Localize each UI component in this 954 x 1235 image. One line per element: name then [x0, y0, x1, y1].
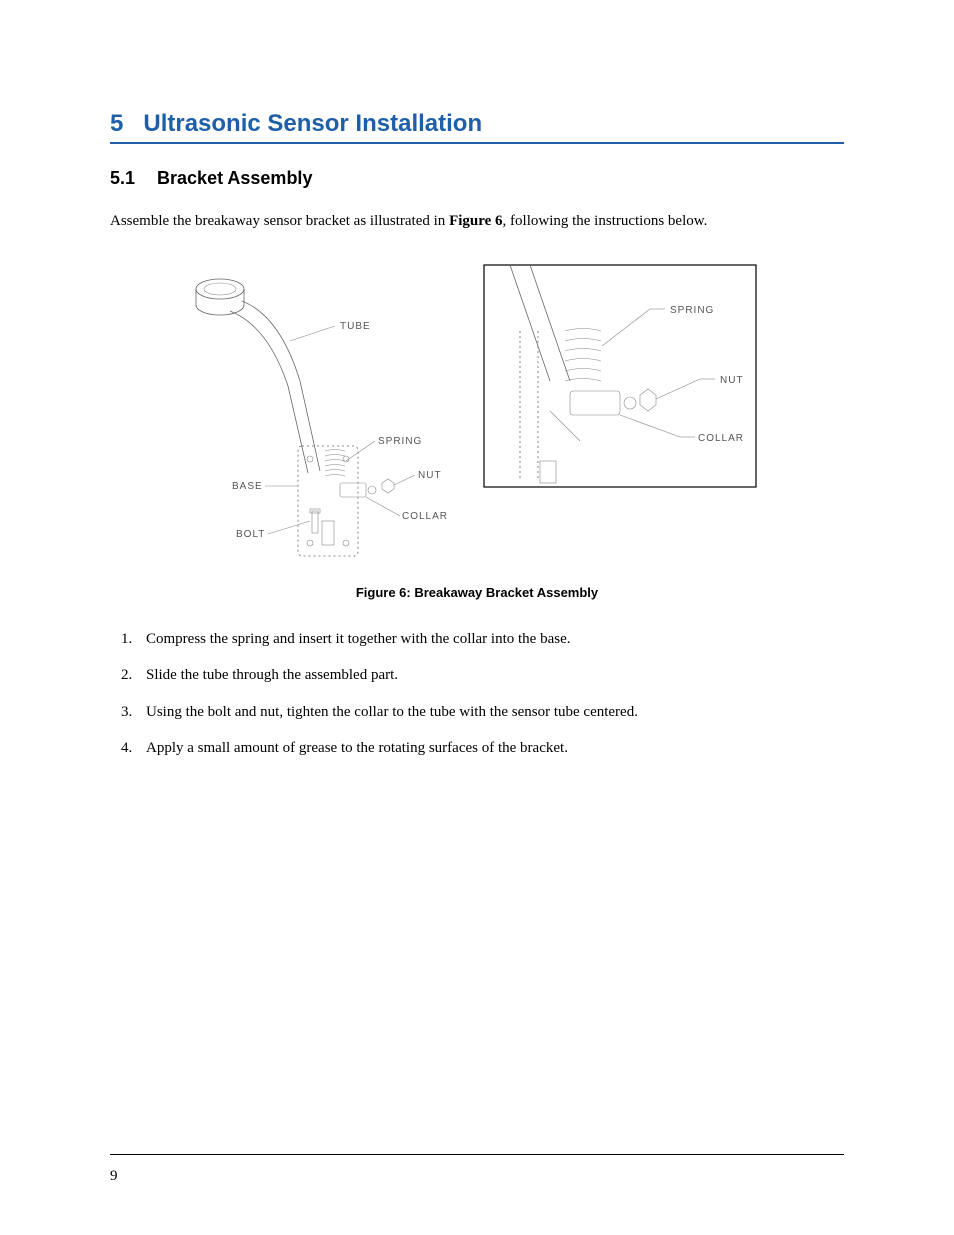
list-item: Compress the spring and insert it togeth… [136, 628, 844, 651]
label-tube: TUBE [340, 321, 371, 332]
intro-lead: Assemble the breakaway sensor bracket as… [110, 213, 449, 229]
list-item: Using the bolt and nut, tighten the coll… [136, 701, 844, 724]
footer-rule [110, 1154, 844, 1155]
instruction-list: Compress the spring and insert it togeth… [110, 628, 844, 760]
list-item: Slide the tube through the assembled par… [136, 664, 844, 687]
label-base: BASE [232, 481, 263, 492]
label-spring-r: SPRING [670, 305, 714, 316]
section-title: Ultrasonic Sensor Installation [143, 110, 482, 137]
diagram-left: TUBE BASE BOLT SPRING COLLAR NUT [150, 261, 450, 571]
section-number: 5 [110, 110, 123, 137]
figure-row: TUBE BASE BOLT SPRING COLLAR NUT [110, 261, 844, 571]
label-collar-r: COLLAR [698, 433, 744, 444]
subsection-number: 5.1 [110, 168, 135, 188]
page-number: 9 [110, 1168, 118, 1185]
label-spring: SPRING [378, 436, 422, 447]
intro-paragraph: Assemble the breakaway sensor bracket as… [110, 211, 844, 233]
list-item: Apply a small amount of grease to the ro… [136, 737, 844, 760]
label-nut-r: NUT [720, 375, 744, 386]
section-heading: 5 Ultrasonic Sensor Installation [110, 110, 844, 144]
diagram-right: SPRING NUT COLLAR [480, 261, 760, 491]
figure-caption: Figure 6: Breakaway Bracket Assembly [110, 585, 844, 600]
intro-tail: , following the instructions below. [503, 213, 708, 229]
label-collar: COLLAR [402, 511, 448, 522]
subsection-title: Bracket Assembly [157, 168, 312, 188]
figure-ref: Figure 6 [449, 213, 502, 229]
label-nut: NUT [418, 470, 442, 481]
subsection-heading: 5.1 Bracket Assembly [110, 168, 844, 189]
label-bolt: BOLT [236, 529, 265, 540]
